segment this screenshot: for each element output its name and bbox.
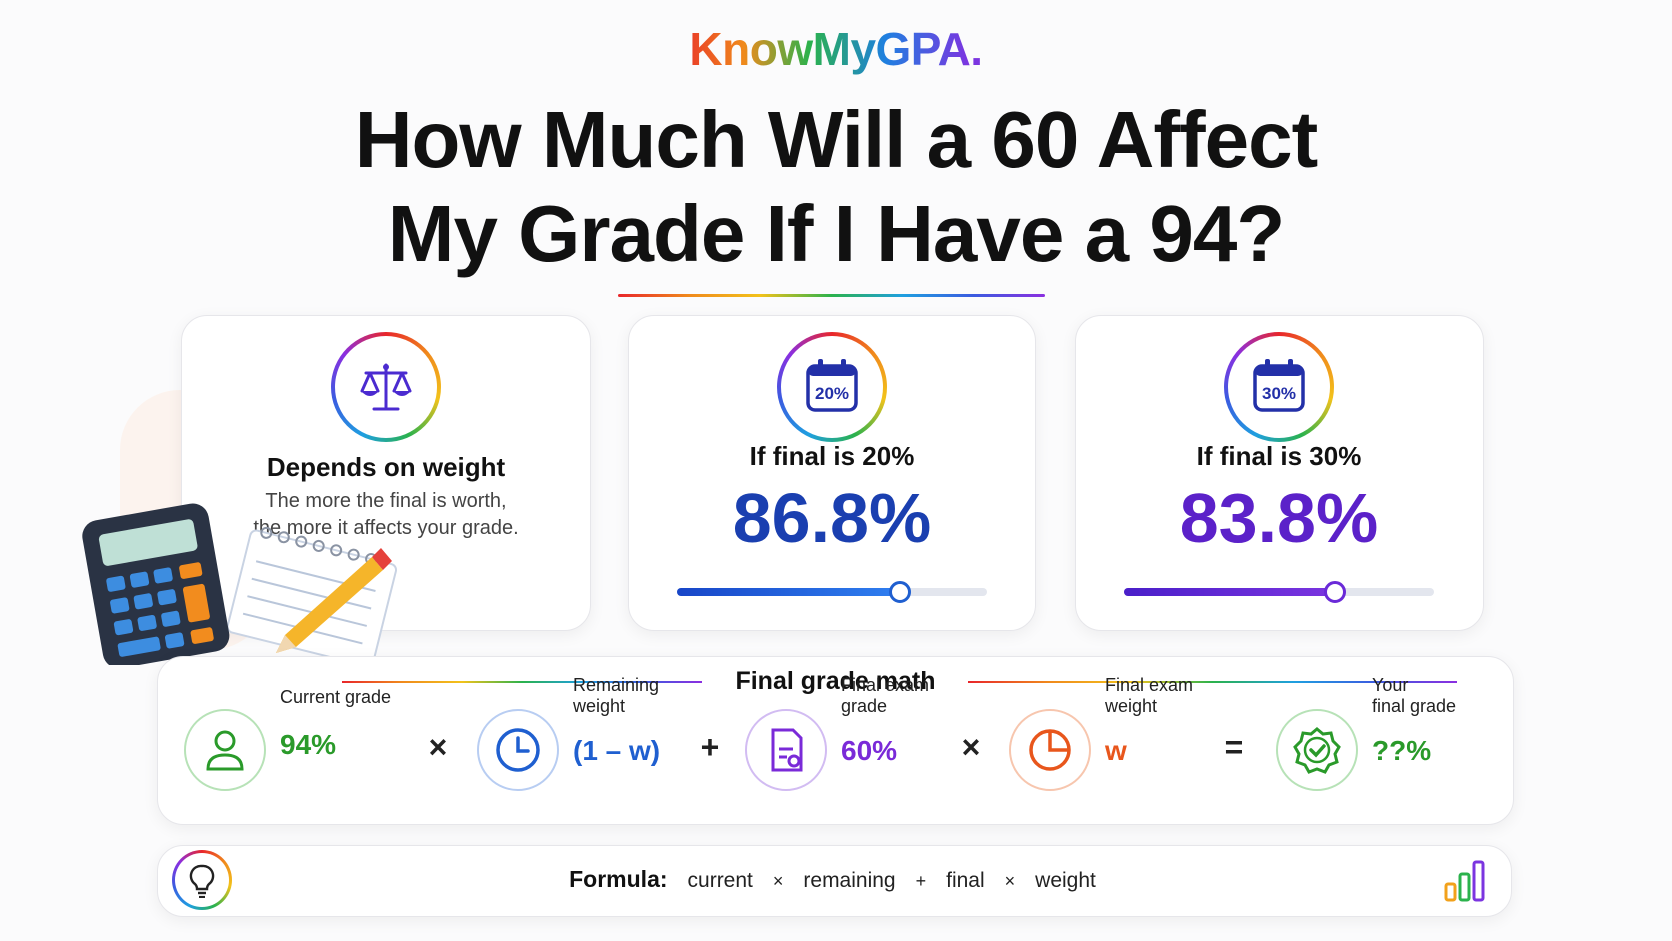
card-heading: If final is 30% [1196, 441, 1362, 471]
card-text: The more the final is worth, [265, 490, 507, 512]
item-value: 94% [280, 729, 337, 760]
calendar-icon [806, 359, 858, 412]
math-panel: Final grade math Current grade 94% Remainin… [157, 656, 1514, 825]
formula-operator: × [772, 871, 784, 891]
icon-ring [331, 332, 441, 442]
item-label: Your [1372, 675, 1409, 695]
card: 20% If final is 20% 86.8% [628, 315, 1036, 631]
card-value: 86.8% [732, 479, 932, 557]
title-underline [618, 294, 1045, 297]
calculator [82, 503, 230, 665]
operator: × [961, 729, 981, 765]
slider-fill [1124, 588, 1335, 596]
item-value: 60% [841, 735, 898, 766]
item-value: ??% [1372, 735, 1432, 766]
card: Depends on weight The more the final is w… [181, 315, 591, 631]
scale-icon [360, 363, 412, 411]
item-icon [745, 709, 827, 791]
item-icon [1009, 709, 1091, 791]
item-label: Remaining [573, 675, 660, 695]
formula-label: Formula: [569, 866, 668, 892]
item-icon-glyph [206, 730, 244, 771]
card-text: the more it affects your grade. [253, 517, 519, 539]
item-icon [184, 709, 266, 791]
item-label: weight [573, 696, 626, 716]
item-label: Final exam [1105, 675, 1194, 695]
bulb-glyph [189, 864, 215, 898]
card: 30% If final is 30% 83.8% [1075, 315, 1484, 631]
title: How Much Will a 60 Affect [354, 95, 1319, 184]
slider-track [1124, 581, 1434, 603]
card-value: 83.8% [1179, 479, 1379, 557]
bulb-inner [175, 853, 229, 907]
item-icon [477, 709, 559, 791]
item-label: final grade [1372, 696, 1457, 716]
formula-bar: Formula: current × remaining + final × weight [157, 845, 1512, 917]
formula-term: final [946, 869, 985, 892]
icon-ring: 20% [777, 332, 887, 442]
item-icon-glyph [1293, 727, 1341, 774]
item-label: Final exam [841, 675, 930, 695]
slider-knob [889, 581, 912, 603]
item-icon-glyph [771, 728, 803, 772]
calendar-icon [1253, 359, 1305, 412]
item-label: Current grade [280, 687, 392, 707]
formula-term: current [687, 869, 753, 892]
title-rule [342, 681, 702, 683]
slider-knob [1323, 581, 1346, 603]
bulb-icon [172, 850, 232, 910]
formula-operator: × [1004, 871, 1016, 891]
formula-term: weight [1035, 869, 1096, 892]
item-icon-glyph [1029, 729, 1071, 771]
calculator-illustration [82, 503, 398, 665]
item-label: weight [1105, 696, 1158, 716]
brand-logo: KnowMyGPA. [671, 22, 1001, 76]
pencil [276, 548, 392, 653]
bar-chart-icon [1444, 860, 1485, 902]
operator: × [428, 729, 448, 765]
formula-operator: + [915, 871, 927, 891]
title-rule [968, 681, 1457, 683]
math-title: Final grade math [735, 667, 936, 695]
card-heading: If final is 20% [749, 441, 915, 471]
formula-row: Formula: current × remaining + final × weight [158, 866, 1511, 893]
operator: = [1224, 729, 1244, 765]
title: My Grade If I Have a 94? [387, 189, 1285, 278]
item-label: grade [841, 696, 888, 716]
card-heading: Depends on weight [266, 452, 506, 482]
item-icon-glyph [496, 728, 540, 772]
slider-fill [677, 588, 901, 596]
calendar-badge: 20% [814, 384, 850, 403]
slider-track [677, 581, 987, 603]
notepad [226, 526, 398, 665]
operator: + [700, 729, 720, 765]
item-value: (1 – w) [573, 735, 661, 766]
formula-term: remaining [803, 869, 896, 892]
icon-ring: 30% [1224, 332, 1334, 442]
item-value: w [1105, 735, 1127, 766]
calendar-badge: 30% [1261, 384, 1297, 403]
item-icon [1276, 709, 1358, 791]
